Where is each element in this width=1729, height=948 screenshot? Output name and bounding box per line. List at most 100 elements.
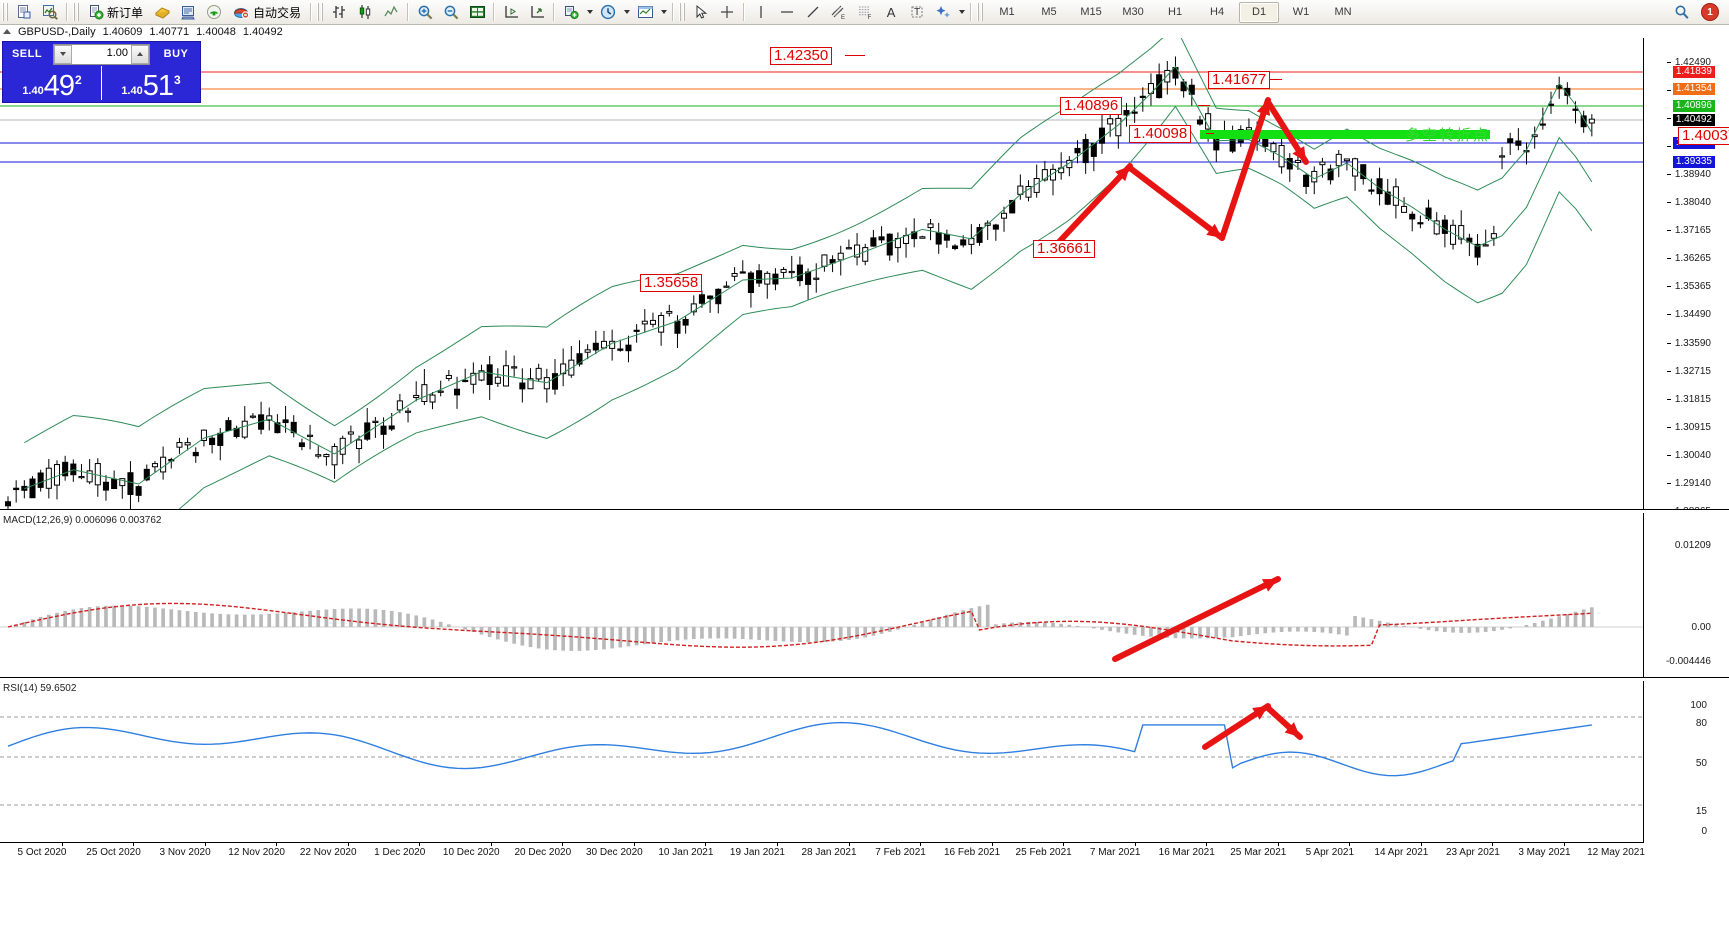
shapes-icon[interactable]: [931, 1, 955, 23]
timeframe-m5[interactable]: M5: [1041, 6, 1057, 18]
buy-button[interactable]: BUY: [163, 48, 189, 60]
expert-advisor-icon[interactable]: [150, 1, 174, 23]
timeframe-mn[interactable]: MN: [1334, 6, 1352, 18]
time-label: 22 Nov 2020: [299, 847, 357, 858]
bar-chart-icon[interactable]: [327, 1, 351, 23]
autotrading-label: 自动交易: [253, 5, 302, 20]
price-tick: 1.36265: [1666, 253, 1711, 265]
price-chart-pane[interactable]: 1.424901.416151.407151.398151.389401.380…: [0, 38, 1729, 509]
chart-note-cn: 多空转折点: [1405, 127, 1491, 144]
candlestick-chart-icon[interactable]: [353, 1, 377, 23]
macd-axis-line: [1643, 513, 1644, 677]
chart-shift-icon[interactable]: [499, 1, 523, 23]
trendline-icon[interactable]: [801, 1, 825, 23]
volume-decrease-icon[interactable]: [54, 44, 72, 64]
add-indicator-caret-icon[interactable]: [584, 2, 595, 22]
notification-badge: 1: [1701, 3, 1719, 21]
templates-caret-icon[interactable]: [658, 2, 669, 22]
notifications-icon[interactable]: 1: [1696, 1, 1724, 23]
rsi-tick: 50: [1695, 757, 1707, 769]
market-watch-icon[interactable]: [38, 1, 62, 23]
horizontal-line-icon[interactable]: [775, 1, 799, 23]
price-scale[interactable]: 1.424901.416151.407151.398151.389401.380…: [1644, 38, 1729, 509]
macd-pane[interactable]: MACD(12,26,9) 0.006096 0.003762 0.01209 0…: [0, 513, 1729, 677]
rsi-pane[interactable]: RSI(14) 59.6502 100 80 50 15 0: [0, 681, 1729, 842]
line-chart-icon[interactable]: [379, 1, 403, 23]
time-label: 10 Dec 2020: [442, 847, 500, 858]
time-label: 12 Nov 2020: [228, 847, 285, 858]
add-indicator-icon[interactable]: [559, 1, 583, 23]
timeframe-m1[interactable]: M1: [999, 6, 1015, 18]
volume-input[interactable]: 1.00: [106, 46, 128, 59]
time-tick: [1492, 842, 1494, 846]
buy-quote-main: 51: [142, 70, 174, 103]
toolbar-grip-2[interactable]: [73, 3, 80, 21]
period-caret-icon[interactable]: [621, 2, 632, 22]
time-label: 12 May 2021: [1587, 847, 1645, 858]
price-tick: 1.29140: [1666, 478, 1711, 490]
zoom-out-icon[interactable]: [439, 1, 463, 23]
toolbar-separator-2: [310, 3, 313, 21]
time-tick: [705, 842, 707, 846]
toolbar-grip-3[interactable]: [317, 3, 325, 21]
tile-windows-icon[interactable]: [465, 1, 489, 23]
zoom-in-icon[interactable]: [413, 1, 437, 23]
rsi-tick: 15: [1695, 805, 1707, 817]
timeframe-m15[interactable]: M15: [1080, 6, 1102, 18]
time-label: 14 Apr 2021: [1374, 847, 1429, 858]
search-icon[interactable]: [1670, 1, 1694, 23]
toolbar-grip-4[interactable]: [679, 3, 687, 21]
timeframe-w1[interactable]: W1: [1292, 6, 1310, 18]
period-clock-icon[interactable]: [596, 1, 620, 23]
terminal-icon[interactable]: [176, 1, 200, 23]
time-tick: [347, 842, 349, 846]
time-tick: [133, 842, 135, 846]
toolbar-right-group: 1: [1669, 1, 1729, 23]
equidistant-channel-icon[interactable]: E: [827, 1, 851, 23]
timeframe-d1[interactable]: D1: [1239, 1, 1280, 23]
timeframe-h4[interactable]: H4: [1210, 6, 1225, 18]
time-label: 7 Mar 2021: [1089, 847, 1141, 858]
price-tag-support-green: 1.40896: [1672, 100, 1715, 112]
autotrading-button[interactable]: 自动交易: [228, 1, 306, 23]
sell-button[interactable]: SELL: [11, 48, 43, 60]
buy-quote[interactable]: 1.40 51 3: [101, 66, 200, 103]
crosshair-icon[interactable]: [715, 1, 739, 23]
svg-text:F: F: [868, 15, 872, 20]
toolbar-separator-6: [672, 3, 675, 21]
timeframe-m30[interactable]: M30: [1122, 6, 1144, 18]
signals-icon[interactable]: [202, 1, 226, 23]
price-tick: 1.30915: [1666, 421, 1711, 433]
volume-stepper[interactable]: 1.00: [53, 43, 150, 65]
text-label-tool-icon[interactable]: T: [911, 6, 923, 18]
fibonacci-icon[interactable]: F: [853, 1, 877, 23]
chart-symbol-label: GBPUSD-,Daily: [18, 25, 96, 38]
time-label: 16 Feb 2021: [943, 847, 1001, 858]
new-order-button[interactable]: 新订单: [83, 1, 148, 23]
macd-tick: 0.00: [1691, 621, 1711, 633]
new-chart-icon[interactable]: [12, 1, 36, 23]
time-label: 20 Dec 2020: [514, 847, 572, 858]
price-annotation-1-41677: 1.41677: [1208, 71, 1271, 89]
toolbar-separator-4: [493, 3, 496, 21]
templates-icon[interactable]: [633, 1, 657, 23]
rsi-scale: 100 80 50 15 0: [1644, 681, 1729, 842]
cursor-icon[interactable]: [689, 1, 713, 23]
price-annotation-1-36661: 1.36661: [1033, 240, 1096, 258]
volume-increase-icon[interactable]: [131, 44, 149, 64]
toolbar-grip-5[interactable]: [977, 3, 985, 21]
shapes-caret-icon[interactable]: [956, 2, 967, 22]
vertical-line-icon[interactable]: [749, 1, 773, 23]
price-tag-resistance-orange: 1.41354: [1672, 83, 1715, 95]
time-tick: [1349, 842, 1351, 846]
price-tick: 1.33590: [1666, 337, 1711, 349]
one-click-trading-panel[interactable]: SELL 1.00 BUY 1.40 49 2 1.40 51 3: [2, 41, 201, 103]
text-tool-icon[interactable]: A: [886, 4, 896, 20]
auto-scroll-icon[interactable]: [525, 1, 549, 23]
timeframe-h1[interactable]: H1: [1168, 6, 1183, 18]
sell-quote[interactable]: 1.40 49 2: [3, 66, 101, 101]
price-tick: 1.38940: [1666, 168, 1711, 180]
toolbar-grip-1[interactable]: [2, 3, 9, 21]
time-label: 1 Dec 2020: [374, 847, 426, 858]
